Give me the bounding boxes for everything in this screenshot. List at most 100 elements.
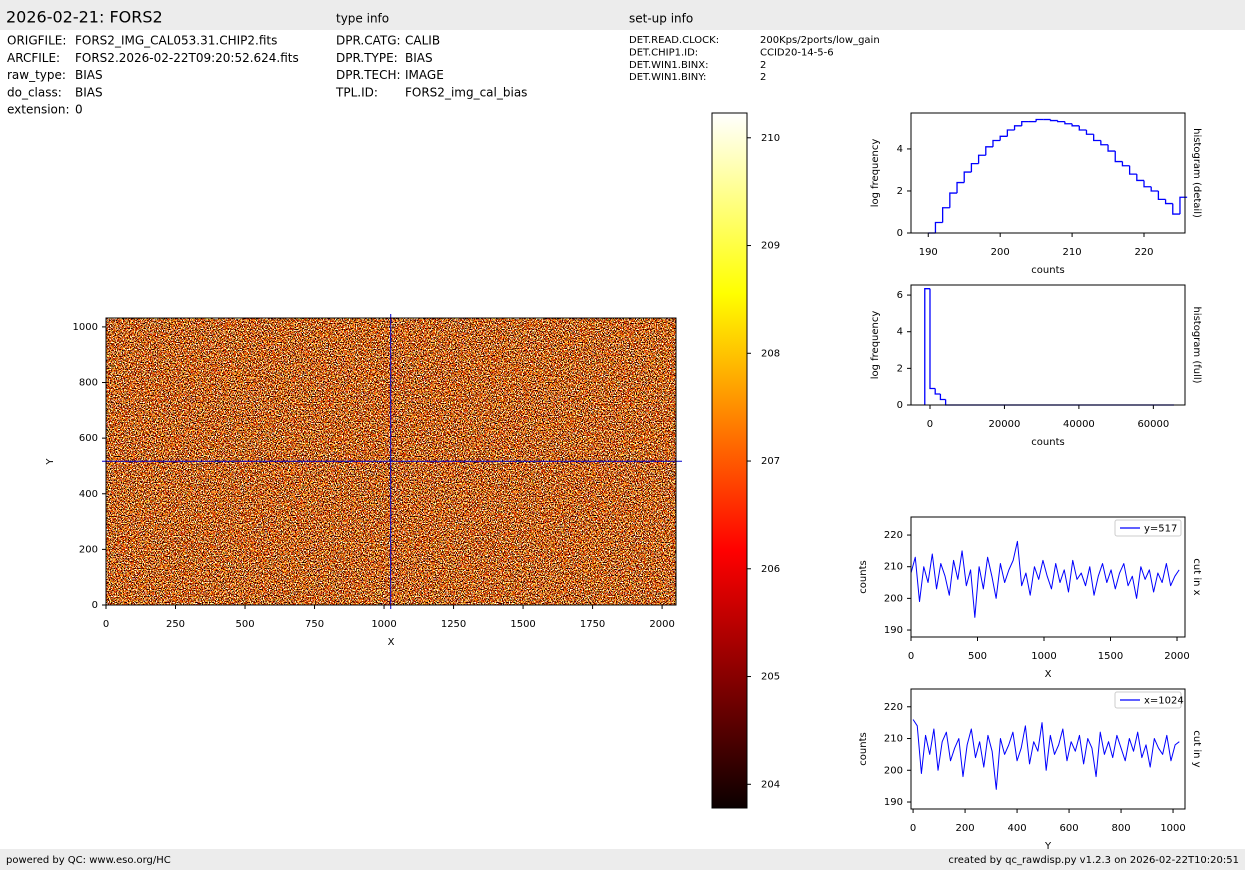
x-tick-label: 1250 [441, 619, 466, 630]
colorbar-tick-label: 204 [761, 779, 780, 790]
info-key: extension: [7, 103, 70, 117]
plot-frame [910, 112, 1186, 234]
info-key: DET.CHIP1.ID: [629, 47, 698, 58]
plot-frame [910, 284, 1186, 406]
y-tick-label: 200 [884, 593, 903, 604]
info-key: DET.READ.CLOCK: [629, 35, 719, 46]
x-tick-label: 2000 [1164, 651, 1189, 662]
histogram-step [944, 399, 1174, 406]
y-axis-label: log frequency [870, 139, 881, 208]
info-value: BIAS [405, 51, 433, 65]
colorbar-tick-label: 208 [761, 348, 780, 359]
histogram-step [999, 135, 1008, 141]
y-axis-label: Y [45, 458, 56, 466]
x-tick-label: 0 [910, 823, 916, 834]
y-tick-label: 220 [884, 702, 903, 713]
plot-frame [910, 688, 1186, 810]
y-tick-label: 600 [79, 433, 98, 444]
x-tick-label: 1000 [1160, 823, 1185, 834]
x-tick-label: 1750 [580, 619, 605, 630]
x-axis-label: X [1045, 669, 1052, 680]
info-key: DET.WIN1.BINY: [629, 72, 706, 83]
info-value: 0 [75, 103, 83, 117]
histogram-step [1114, 151, 1123, 163]
y-tick-label: 400 [79, 489, 98, 500]
info-key: raw_type: [7, 68, 66, 82]
y-tick-label: 2 [897, 363, 903, 374]
histogram-step [934, 221, 943, 233]
y-axis-label: counts [858, 732, 869, 765]
x-tick-label: 1000 [371, 619, 396, 630]
footer-right: created by qc_rawdisp.py v1.2.3 on 2026-… [948, 855, 1239, 866]
x-tick-label: 220 [1134, 247, 1153, 258]
info-value: IMAGE [405, 68, 444, 82]
side-label: histogram (full) [1191, 306, 1202, 383]
y-tick-label: 190 [884, 797, 903, 808]
info-value: 2 [760, 72, 766, 83]
x-tick-label: 0 [908, 651, 914, 662]
plot-frame [910, 516, 1186, 638]
colorbar-tick-label: 207 [761, 456, 780, 467]
histogram-step [963, 171, 972, 183]
histogram-step [1006, 129, 1015, 137]
x-axis-label: X [388, 637, 395, 648]
x-tick-label: 40000 [1063, 419, 1095, 430]
x-axis-label: counts [1031, 437, 1064, 448]
x-tick-label: 2000 [649, 619, 674, 630]
histogram-step [977, 154, 986, 164]
info-key: do_class: [7, 85, 62, 99]
x-tick-label: 0 [103, 619, 109, 630]
histogram-step [1121, 161, 1130, 167]
y-tick-label: 0 [92, 600, 98, 611]
info-value: BIAS [75, 85, 103, 99]
histogram-step [949, 192, 958, 208]
header-bar [0, 0, 1245, 30]
colorbar-tick-label: 209 [761, 241, 780, 252]
histogram-step [1021, 120, 1029, 126]
info-key: TPL.ID: [335, 85, 378, 99]
x-tick-label: 500 [968, 651, 987, 662]
info-value: CALIB [405, 34, 440, 48]
x-tick-label: 1500 [1098, 651, 1123, 662]
info-value: FORS2.2026-02-22T09:20:52.624.fits [75, 51, 299, 65]
info-key: DPR.TECH: [336, 68, 401, 82]
info-value: FORS2_img_cal_bias [405, 85, 527, 99]
plot-frame [105, 317, 677, 606]
x-tick-label: 400 [1008, 823, 1027, 834]
colorbar-tick-label: 205 [761, 672, 780, 683]
x-tick-label: 20000 [989, 419, 1021, 430]
y-tick-label: 200 [884, 765, 903, 776]
y-tick-label: 4 [897, 144, 903, 155]
setup-heading: set-up info [629, 12, 693, 26]
x-tick-label: 60000 [1137, 419, 1169, 430]
histogram-step [934, 388, 941, 395]
histogram-step [941, 207, 950, 223]
y-tick-label: 6 [897, 290, 903, 301]
histogram-step [1057, 120, 1065, 123]
histogram-step [970, 162, 979, 173]
x-tick-label: 1000 [1031, 651, 1056, 662]
histogram-step [1143, 180, 1152, 188]
y-tick-label: 210 [884, 734, 903, 745]
y-tick-label: 800 [79, 378, 98, 389]
info-value: 2 [760, 60, 766, 71]
y-tick-label: 2 [897, 186, 903, 197]
histogram-step [1035, 118, 1044, 122]
info-value: FORS2_IMG_CAL053.31.CHIP2.fits [75, 34, 277, 48]
y-tick-label: 0 [897, 400, 903, 411]
histogram-step [939, 394, 946, 401]
x-tick-label: 190 [919, 247, 938, 258]
histogram-step [1150, 186, 1159, 192]
info-key: ARCFILE: [7, 51, 60, 65]
colorbar [711, 112, 748, 809]
y-tick-label: 210 [884, 562, 903, 573]
histogram-step [1078, 125, 1087, 131]
page-title: 2026-02-21: FORS2 [6, 8, 163, 27]
histogram-step [1128, 165, 1137, 175]
footer-left: powered by QC: www.eso.org/HC [6, 855, 171, 866]
info-key: DPR.TYPE: [336, 51, 398, 65]
side-label: cut in x [1191, 558, 1202, 595]
y-tick-label: 220 [884, 530, 903, 541]
cut-line [910, 540, 1180, 618]
histogram-step [929, 288, 936, 390]
